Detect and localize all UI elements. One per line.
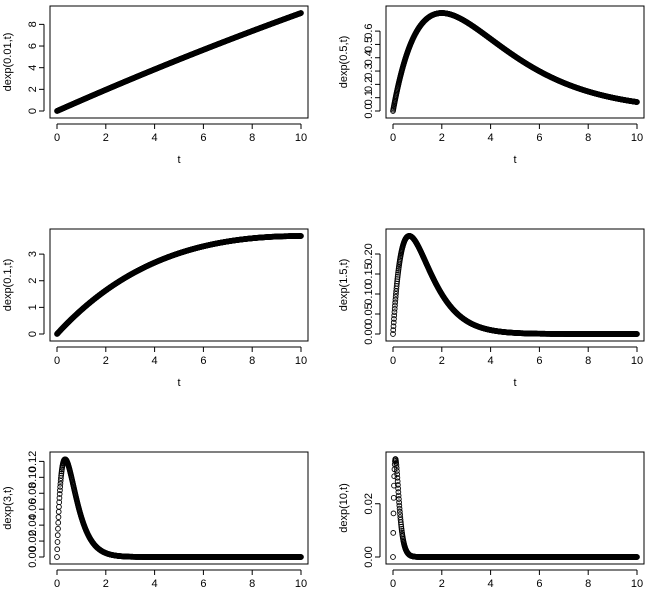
plot-3-frame	[49, 228, 309, 342]
plot-4-x-tick-label: 4	[488, 355, 494, 367]
plot-1-y-axis-label: dexp(0.01,t)	[2, 33, 14, 92]
plot-5-point	[54, 554, 60, 560]
plot-5-y-tick-label: 0.12	[27, 451, 39, 472]
plot-4-y-tick-label: 0.00	[363, 323, 375, 344]
plot-5-point	[55, 508, 62, 515]
plot-5-point	[54, 539, 61, 545]
plot-4-x-tick-label: 0	[390, 355, 396, 367]
plot-2-y-tick-label: 0.4	[363, 50, 375, 65]
plot-4-points	[390, 233, 640, 337]
plot-4-y-tick-label: 0.15	[363, 263, 375, 284]
plot-2-y-tick-label: 0.0	[363, 103, 375, 118]
plot-2-frame	[385, 5, 645, 119]
plot-1-x-tick-label: 8	[249, 132, 255, 144]
plot-3: 0 2 4 6 8 10 t 0 1 2 3 dexp(0.1,t)	[2, 228, 309, 389]
plot-1-y-tick-label: 0	[27, 108, 39, 114]
plot-1-x-tick-label: 6	[200, 132, 206, 144]
plot-5-x-tick-label: 4	[152, 578, 158, 590]
plot-3-y-tick-label: 0	[27, 331, 39, 337]
plot-2-x-tick-label: 10	[631, 132, 643, 144]
plot-3-x-axis-label: t	[177, 377, 180, 389]
plot-3-x-tick-label: 10	[295, 355, 307, 367]
plot-5-points	[54, 456, 304, 560]
plot-1-point	[298, 10, 304, 16]
plot-4-y-tick-label: 0.05	[363, 303, 375, 324]
plot-3-x-tick-label: 2	[103, 355, 109, 367]
plot-5-x-tick-label: 6	[200, 578, 206, 590]
plot-4-x-tick-label: 6	[536, 355, 542, 367]
plot-2-x-tick-label: 6	[536, 132, 542, 144]
plot-5: 0 2 4 6 8 100.000.020.040.060.080.100.12dexp(…	[2, 451, 309, 590]
plot-5-point	[54, 532, 61, 539]
plot-3-x-tick-label: 8	[249, 355, 255, 367]
plot-3-x-tick-label: 4	[152, 355, 158, 367]
plot-3-points	[54, 233, 304, 337]
plot-4-y-axis-label: dexp(1.5,t)	[338, 259, 350, 312]
plot-2-x-axis-label: t	[513, 154, 516, 166]
plot-1-x-tick-label: 10	[295, 132, 307, 144]
plot-4-x-tick-label: 10	[631, 355, 643, 367]
plot-5-point	[55, 514, 62, 520]
plot-1: 0 2 4 6 8 10 t 0 2 4 6 8 dexp(0.01,t)	[2, 5, 309, 166]
plot-5-point	[55, 519, 62, 526]
plot-2-x-tick-label: 0	[390, 132, 396, 144]
plot-4-x-tick-label: 8	[585, 355, 591, 367]
plot-5-point	[56, 504, 62, 510]
plot-3-x-tick-label: 6	[200, 355, 206, 367]
plot-3-y-tick-label: 1	[27, 304, 39, 310]
plot-1-y-tick-label: 2	[27, 86, 39, 92]
plot-2-x-tick-label: 2	[439, 132, 445, 144]
plot-2-points	[390, 10, 640, 114]
plot-1-x-axis-label: t	[177, 154, 180, 166]
plot-1-x-tick-label: 0	[54, 132, 60, 144]
plot-5-x-tick-label: 10	[295, 578, 307, 590]
plot-2-x-tick-label: 4	[488, 132, 494, 144]
plot-3-y-axis-label: dexp(0.1,t)	[2, 259, 14, 312]
plot-2-y-axis-label: dexp(0.5,t)	[338, 36, 350, 89]
plot-4-x-axis-label: t	[513, 377, 516, 389]
plot-1-x-tick-label: 2	[103, 132, 109, 144]
plot-2-y-tick-label: 0.2	[363, 77, 375, 92]
plot-2-y-tick-label: 0.1	[363, 90, 375, 105]
plot-1-points	[54, 10, 304, 114]
plot-5-x-tick-label: 0	[54, 578, 60, 590]
plot-1-y-tick-label: 8	[27, 21, 39, 27]
plot-3-y-tick-label: 3	[27, 251, 39, 257]
plot-4-x-tick-label: 2	[439, 355, 445, 367]
plot-4-frame	[385, 228, 645, 342]
plot-5-y-axis-label: dexp(3,t)	[2, 486, 14, 529]
plot-1-y-tick-label: 4	[27, 65, 39, 71]
plot-1-y-tick-label: 6	[27, 43, 39, 49]
plot-2-x-tick-label: 8	[585, 132, 591, 144]
plot-1-x-tick-label: 4	[152, 132, 158, 144]
plot-4-y-tick-label: 0.20	[363, 243, 375, 264]
plot-5-x-tick-label: 8	[249, 578, 255, 590]
plot-2-y-tick-label: 0.3	[363, 63, 375, 78]
plot-2: 0 2 4 6 8 10 t 0.00.10.20.30.40.50.6 dexp(0.5,t)	[338, 5, 645, 166]
plot-4: 0 2 4 6 8 10 t 0.000.050.100.150.20 dexp(1.5,t)	[338, 228, 645, 389]
plot-5-point	[54, 546, 61, 553]
plot-5-point	[55, 525, 61, 532]
plot-4-y-tick-label: 0.10	[363, 283, 375, 304]
plot-3-x-tick-label: 0	[54, 355, 60, 367]
plot-5-frame	[49, 451, 309, 565]
plot-3-y-tick-label: 2	[27, 278, 39, 284]
plot-2-y-tick-label: 0.6	[363, 23, 375, 38]
plot-2-y-tick-label: 0.5	[363, 37, 375, 52]
plot-1-frame	[49, 5, 309, 119]
plot-5-x-tick-label: 2	[103, 578, 109, 590]
